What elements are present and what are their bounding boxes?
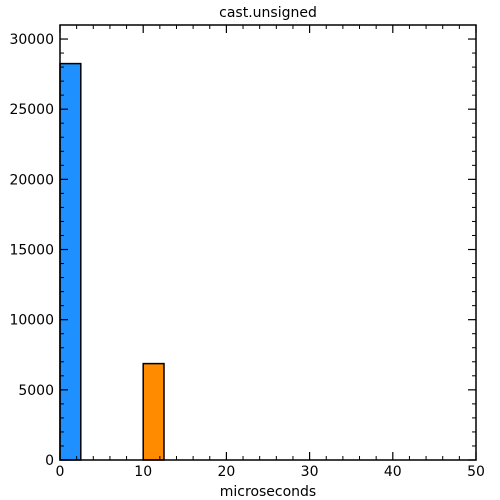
plot-frame — [59, 24, 477, 461]
x-tick-label: 0 — [56, 464, 65, 480]
x-tick-label: 30 — [301, 464, 319, 480]
chart-title: cast.unsigned — [219, 5, 317, 21]
x-tick-label: 10 — [134, 464, 152, 480]
x-tick-label: 40 — [384, 464, 402, 480]
major-ticks — [59, 25, 477, 461]
x-tick-label: 20 — [217, 464, 235, 480]
bars-group — [59, 62, 165, 461]
minor-ticks — [60, 24, 476, 460]
y-tick-label: 0 — [45, 453, 54, 469]
y-tick-label: 5000 — [18, 383, 54, 399]
x-tick-labels: 0 10 20 30 40 50 — [56, 464, 485, 480]
histogram-bar-1 — [142, 362, 165, 461]
y-tick-label: 25000 — [9, 102, 54, 118]
y-tick-label: 20000 — [9, 172, 54, 188]
y-tick-labels: 0 5000 10000 15000 20000 25000 30000 — [9, 32, 54, 469]
y-tick-label: 15000 — [9, 243, 54, 259]
x-axis-label: microseconds — [220, 484, 316, 500]
x-tick-label: 50 — [467, 464, 485, 480]
y-tick-label: 10000 — [9, 313, 54, 329]
y-tick-label: 30000 — [9, 32, 54, 48]
